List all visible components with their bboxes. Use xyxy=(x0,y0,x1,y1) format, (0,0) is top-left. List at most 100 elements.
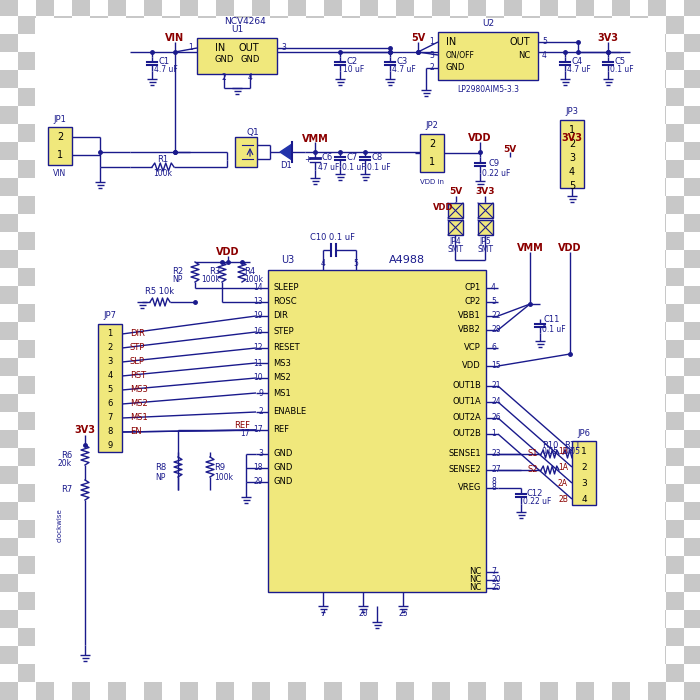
Text: REF: REF xyxy=(273,426,289,435)
Text: 3: 3 xyxy=(107,358,113,367)
Bar xyxy=(144,358,162,376)
Bar xyxy=(522,124,540,142)
Bar xyxy=(540,70,558,88)
Bar xyxy=(396,430,414,448)
Bar xyxy=(414,268,432,286)
Bar xyxy=(378,448,396,466)
Text: MS2: MS2 xyxy=(273,374,290,382)
Bar xyxy=(108,142,126,160)
Bar xyxy=(234,592,252,610)
Bar xyxy=(504,34,522,52)
Bar xyxy=(594,628,612,646)
Bar xyxy=(666,412,684,430)
Bar xyxy=(324,574,342,592)
Bar xyxy=(198,520,216,538)
Bar xyxy=(468,214,486,232)
Bar xyxy=(90,232,108,250)
Text: 6: 6 xyxy=(107,400,113,409)
Bar xyxy=(162,664,180,682)
Bar xyxy=(90,556,108,574)
Text: MS1: MS1 xyxy=(273,389,290,398)
Bar xyxy=(324,0,342,16)
Bar xyxy=(504,178,522,196)
Bar xyxy=(468,430,486,448)
Bar xyxy=(540,250,558,268)
Bar xyxy=(306,196,324,214)
Bar xyxy=(36,214,54,232)
Bar xyxy=(558,196,576,214)
Bar xyxy=(414,124,432,142)
Bar xyxy=(558,232,576,250)
Text: D1: D1 xyxy=(280,160,292,169)
Bar xyxy=(438,32,538,80)
Bar xyxy=(360,250,378,268)
Bar xyxy=(666,628,684,646)
Bar xyxy=(486,448,504,466)
Bar xyxy=(468,502,486,520)
Bar xyxy=(396,574,414,592)
Bar xyxy=(504,250,522,268)
Text: 0.22 uF: 0.22 uF xyxy=(482,169,510,178)
Bar xyxy=(450,160,468,178)
Bar xyxy=(342,52,360,70)
Bar xyxy=(198,628,216,646)
Bar xyxy=(342,412,360,430)
Bar xyxy=(0,358,18,376)
Bar xyxy=(90,628,108,646)
Text: 3: 3 xyxy=(569,153,575,163)
Bar xyxy=(144,430,162,448)
Text: 1: 1 xyxy=(107,330,113,339)
Bar xyxy=(342,16,360,34)
Bar xyxy=(108,466,126,484)
Bar xyxy=(342,196,360,214)
Bar xyxy=(288,322,306,340)
Bar xyxy=(450,304,468,322)
Bar xyxy=(324,106,342,124)
Bar xyxy=(126,52,144,70)
Bar xyxy=(540,682,558,700)
Bar xyxy=(144,502,162,520)
Bar xyxy=(288,646,306,664)
Bar xyxy=(72,430,90,448)
Text: CP1: CP1 xyxy=(465,284,481,293)
Bar xyxy=(270,268,288,286)
Bar xyxy=(558,268,576,286)
Bar xyxy=(198,376,216,394)
Text: SENSE1: SENSE1 xyxy=(449,449,481,459)
Text: VDD: VDD xyxy=(468,133,491,143)
Bar xyxy=(684,178,700,196)
Bar xyxy=(144,538,162,556)
Bar xyxy=(360,286,378,304)
Bar xyxy=(558,484,576,502)
Text: 4: 4 xyxy=(581,494,587,503)
Bar xyxy=(468,646,486,664)
Bar xyxy=(522,268,540,286)
Text: 7: 7 xyxy=(321,610,326,619)
Text: 100k: 100k xyxy=(201,276,220,284)
Text: 15: 15 xyxy=(491,361,500,370)
Bar xyxy=(36,394,54,412)
Bar xyxy=(252,214,270,232)
Bar xyxy=(504,394,522,412)
Bar xyxy=(216,178,234,196)
Bar xyxy=(90,448,108,466)
Text: 29: 29 xyxy=(253,477,263,486)
Bar xyxy=(288,250,306,268)
Bar xyxy=(648,574,666,592)
Bar xyxy=(234,412,252,430)
Text: VBB1: VBB1 xyxy=(458,312,481,321)
Bar xyxy=(414,412,432,430)
Text: STP: STP xyxy=(130,344,146,353)
Bar xyxy=(18,520,36,538)
Bar xyxy=(144,322,162,340)
Bar xyxy=(396,502,414,520)
Bar xyxy=(234,448,252,466)
Text: VBB2: VBB2 xyxy=(458,326,481,335)
Bar xyxy=(234,664,252,682)
Bar xyxy=(198,268,216,286)
Bar xyxy=(288,502,306,520)
Bar xyxy=(108,358,126,376)
Text: RESET: RESET xyxy=(273,344,300,353)
Text: 3V3: 3V3 xyxy=(598,33,619,43)
Bar xyxy=(198,232,216,250)
